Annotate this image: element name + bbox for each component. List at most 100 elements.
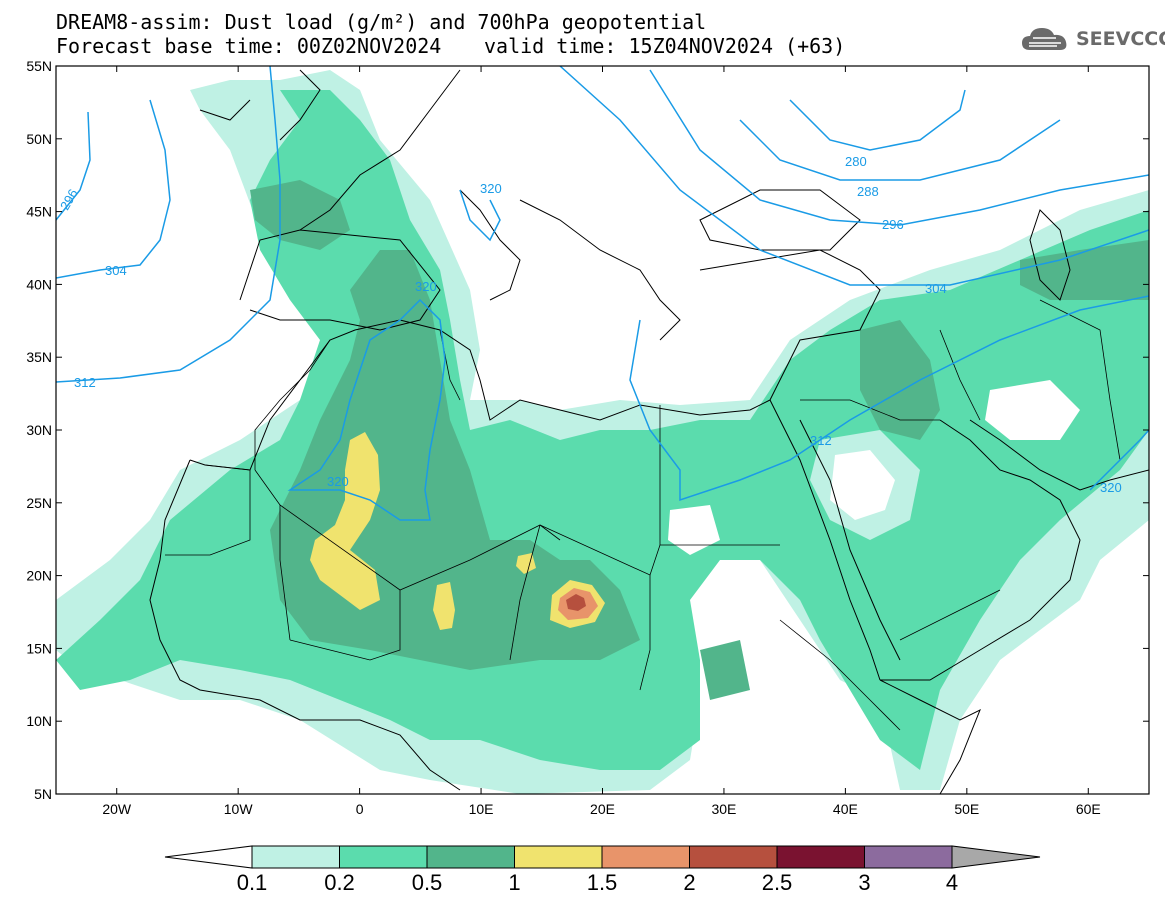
dust-clear-arabia-white [830, 450, 895, 520]
contour-320-alps [459, 189, 501, 242]
lon-tick-label: 60E [1076, 801, 1101, 817]
border-algeria-mali [254, 469, 561, 641]
contour-296-west [56, 111, 91, 221]
colorbar-over-triangle [951, 845, 1041, 869]
colorbar-level-label: 2 [683, 870, 696, 895]
dust-region-yellow-1 [310, 432, 380, 610]
border-sudan-chad [509, 524, 651, 691]
lat-tick-label: 20N [26, 568, 52, 584]
colorbar-box [339, 845, 428, 869]
lat-tick-label: 5N [34, 786, 52, 802]
contour-label: 312 [74, 375, 96, 390]
lat-tick-label: 25N [26, 495, 52, 511]
coast-caspian [1029, 209, 1071, 301]
dust-clear-iran [985, 380, 1080, 440]
contour-280 [789, 89, 966, 151]
contour-312-west [56, 66, 281, 383]
contour-label: 320 [1100, 480, 1122, 495]
contour-label: 320 [415, 279, 437, 294]
map-title: DREAM8-assim: Dust load (g/m²) and 700hP… [56, 10, 707, 34]
lon-tick-label: 0 [356, 801, 364, 817]
dust-region-heavy-4 [1020, 240, 1149, 300]
colorbar-box [601, 845, 690, 869]
base-time-text: Forecast base time: 00Z02NOV2024 [56, 34, 442, 58]
lon-tick-label: 10E [469, 801, 494, 817]
coast-arabia [880, 419, 1081, 681]
contour-label: 280 [845, 154, 867, 169]
coast-iberia [239, 229, 441, 331]
dust-region-yellow-2 [433, 582, 455, 630]
border-iran [939, 299, 1121, 461]
dust-region-heavy-5 [700, 640, 750, 700]
contour-label: 320 [480, 181, 502, 196]
border-mauritania [165, 464, 251, 556]
lat-tick-label: 15N [26, 640, 52, 656]
contour-label: 288 [857, 184, 879, 199]
dust-region-heavy-3 [860, 320, 940, 440]
lat-tick-label: 35N [26, 349, 52, 365]
coast-black-sea [699, 189, 861, 251]
axis-ticks: 55N 50N 45N 40N 35N 30N 25N 20N 15N 10N 5N 20W 10W 0 1… [26, 58, 1149, 817]
contour-288 [739, 119, 1061, 181]
seevccc-logo: SEEVCCC [1020, 24, 1165, 54]
border-ethiopia [779, 619, 901, 731]
colorbar-level-label: 2.5 [761, 870, 793, 895]
contour-304-east [559, 66, 1149, 286]
contour-320-east [1089, 429, 1149, 491]
coast-horn-africa [879, 679, 981, 794]
dust-field [56, 66, 1149, 794]
colorbar-box [776, 845, 865, 869]
lon-tick-label: 20E [590, 801, 615, 817]
coast-italy-balkans [459, 189, 681, 341]
lat-tick-label: 40N [26, 276, 52, 292]
colorbar-level-label: 1 [508, 870, 521, 895]
contour-320-sahara [287, 298, 446, 521]
lon-tick-label: 40E [833, 801, 858, 817]
lat-tick-label: 55N [26, 58, 52, 74]
colorbar-box [864, 845, 953, 869]
contour-label: 296 [882, 217, 904, 232]
colorbar-under-triangle [164, 845, 253, 869]
border-morocco-algeria [254, 339, 331, 470]
contour-label: 304 [105, 263, 127, 278]
lon-tick-label: 10W [224, 801, 254, 817]
colorbar-box [251, 845, 340, 869]
country-borders [165, 299, 1121, 731]
contour-label: 312 [810, 433, 832, 448]
border-niger-mali [289, 590, 401, 661]
contour-304 [56, 99, 171, 279]
lon-tick-label: 20W [102, 801, 132, 817]
lon-tick-label: 50E [954, 801, 979, 817]
coast-france-uk [199, 69, 461, 231]
lat-tick-label: 30N [26, 422, 52, 438]
colorbar-box [426, 845, 515, 869]
lat-tick-label: 50N [26, 131, 52, 147]
contour-296-east [649, 69, 1149, 226]
contour-label: 320 [327, 474, 349, 489]
colorbar-level-label: 0.1 [236, 870, 268, 895]
coast-turkey-levant [699, 249, 881, 401]
map-subtitle: Forecast base time: 00Z02NOV2024 valid ti… [56, 34, 845, 58]
contour-label-group: 296 304 312 320 320 320 280 288 296 304 … [57, 154, 1122, 495]
border-yemen [899, 589, 1001, 641]
colorbar-box [514, 845, 603, 869]
lat-tick-label: 10N [26, 713, 52, 729]
colorbar-level-label: 4 [945, 870, 959, 895]
colorbar-level-label: 0.5 [411, 870, 443, 895]
valid-time-text: valid time: 15Z04NOV2024 (+63) [484, 34, 846, 58]
colorbar-level-label: 1.5 [586, 870, 618, 895]
coast-persian-gulf [969, 419, 1149, 491]
logo-text: SEEVCCC [1076, 28, 1165, 50]
colorbar-box [689, 845, 778, 869]
dust-region-red [566, 594, 586, 611]
colorbar [164, 845, 1041, 869]
colorbar-level-label: 0.2 [324, 870, 355, 895]
dust-clear-egypt [668, 505, 720, 555]
border-saudi-iraq [800, 399, 940, 421]
colorbar-level-label: 3 [858, 870, 871, 895]
contour-312-east [629, 295, 1149, 502]
lat-tick-label: 45N [26, 204, 52, 220]
contour-label: 304 [925, 281, 947, 296]
coast-atlantic-africa [149, 459, 461, 791]
